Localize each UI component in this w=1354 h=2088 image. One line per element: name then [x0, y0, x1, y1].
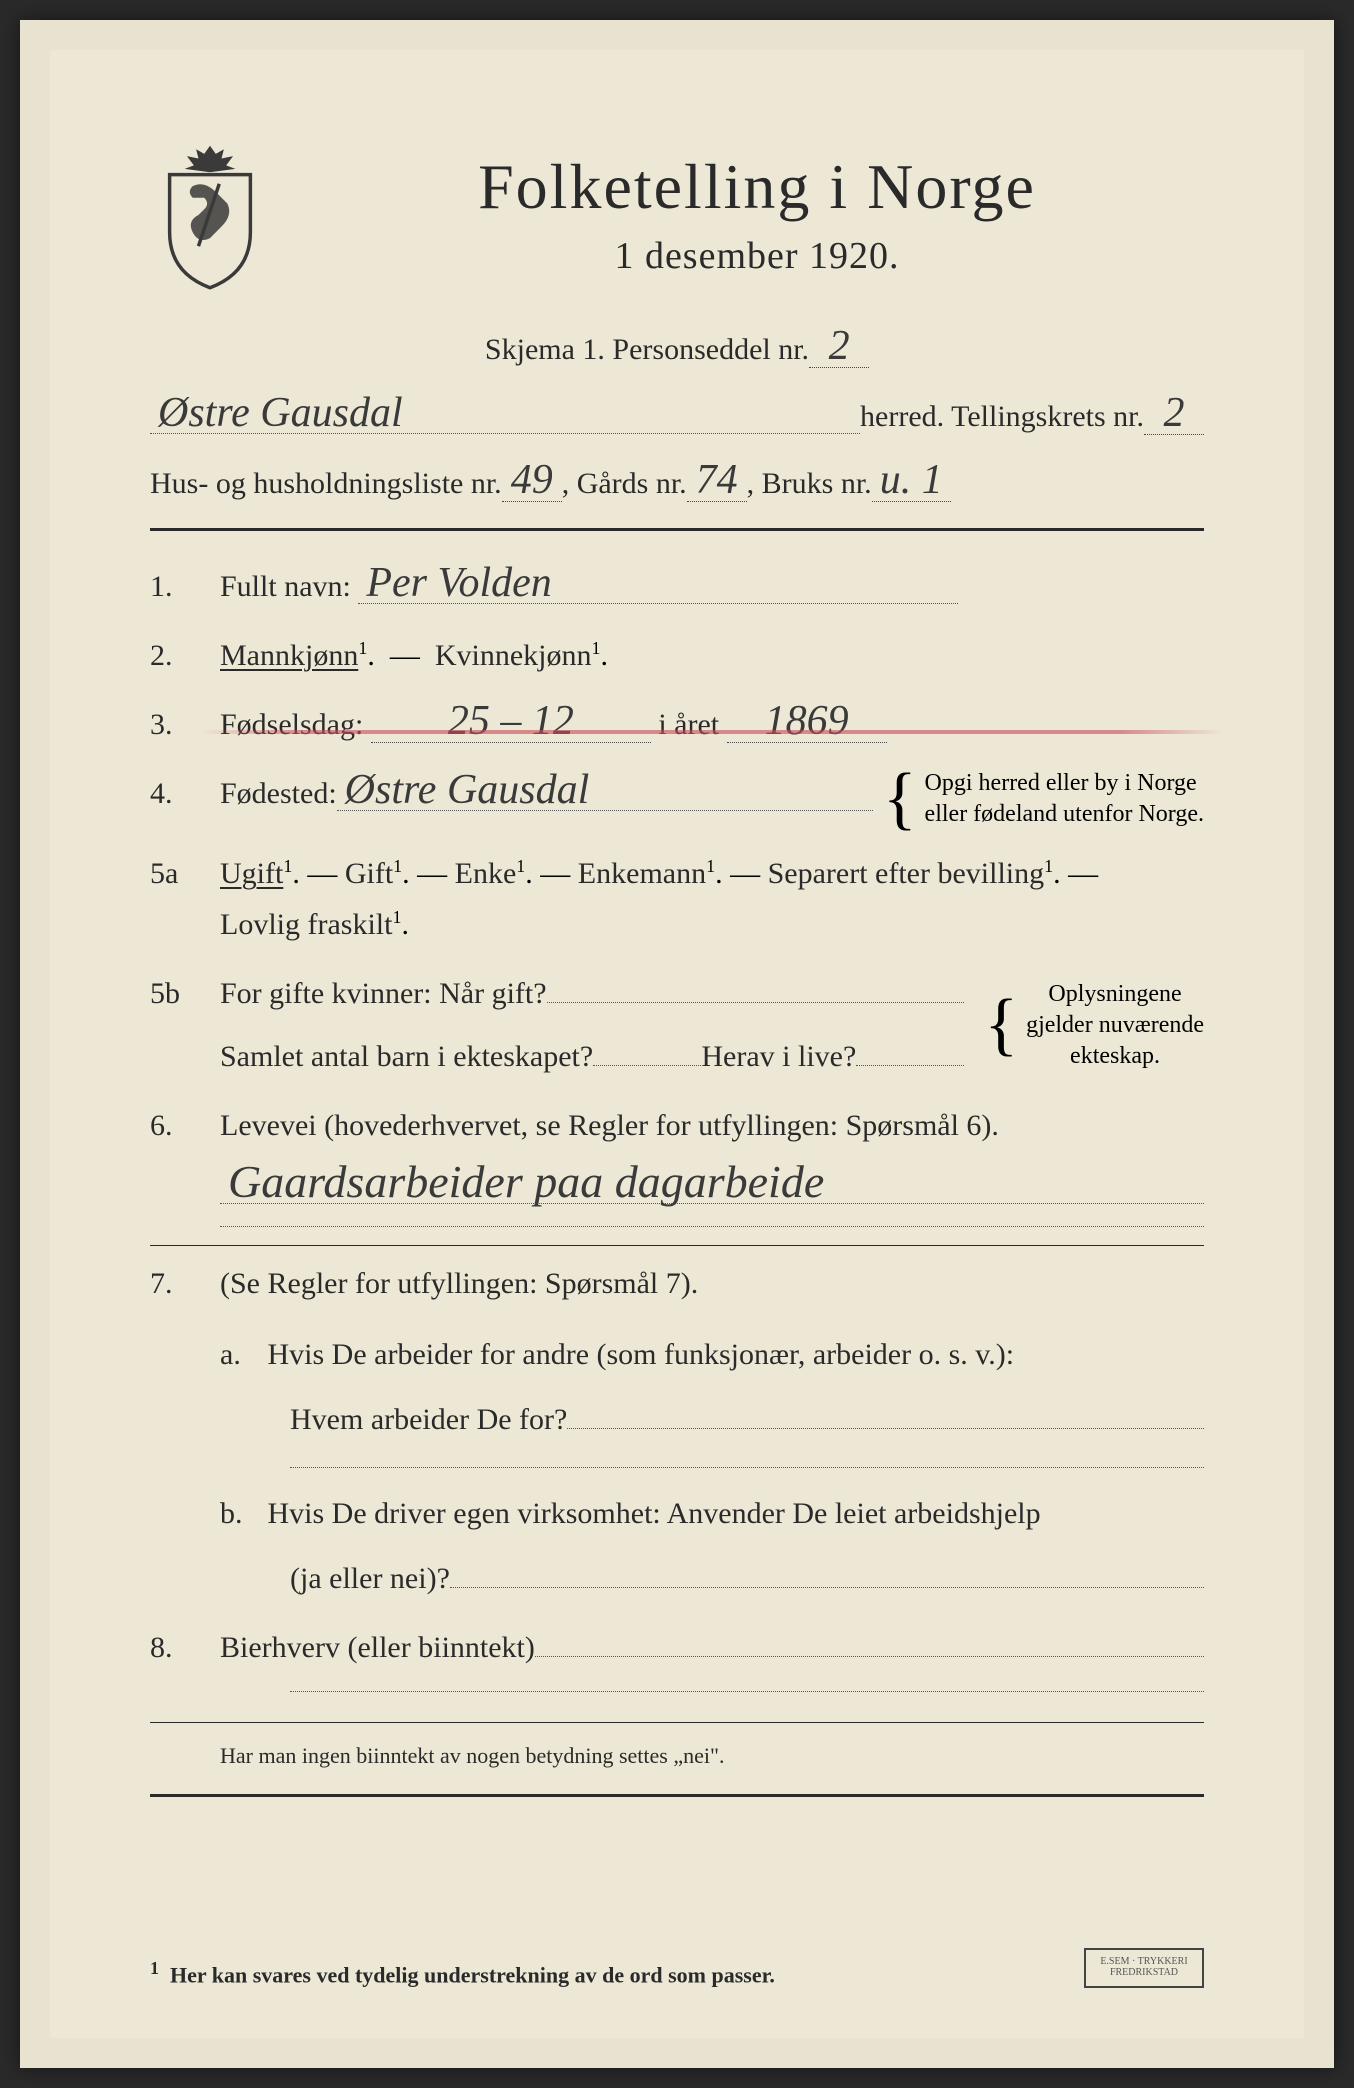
footnote-marker: 1: [150, 1958, 159, 1978]
footnote: 1 Her kan svares ved tydelig understrekn…: [150, 1958, 775, 1988]
line-hus: Hus- og husholdningsliste nr. 49 , Gårds…: [150, 459, 1204, 508]
q3-label-b: i året: [658, 708, 719, 741]
q2: 2. Mannkjønn1. — Kvinnekjønn1.: [150, 630, 1204, 681]
line-skjema: Skjema 1. Personseddel nr. 2: [150, 325, 1204, 374]
q5b-label-b: Samlet antal barn i ekteskapet?: [220, 1031, 593, 1082]
scan-page: Folketelling i Norge 1 desember 1920. Sk…: [20, 20, 1334, 2068]
q4-label: Fødested:: [220, 768, 337, 819]
q7b-value: [450, 1587, 1204, 1588]
label-herred: herred. Tellingskrets nr.: [860, 393, 1144, 441]
q7a-blank: [290, 1467, 1204, 1468]
q4-note-a: Opgi herred eller by i Norge: [925, 770, 1197, 796]
q5a-opt-enke: Enke: [455, 857, 517, 890]
divider: [150, 1722, 1204, 1723]
q5a-opt-ugift: Ugift: [220, 857, 283, 890]
q5a-num: 5a: [150, 857, 200, 891]
q7a-value: [567, 1428, 1204, 1429]
q6-blank-line: [220, 1226, 1204, 1227]
q4-value: Østre Gausdal: [337, 772, 873, 811]
q7a-label: Hvis De arbeider for andre (som funksjon…: [268, 1338, 1015, 1371]
divider: [150, 1794, 1204, 1797]
footer-note: Har man ingen biinntekt av nogen betydni…: [150, 1743, 1204, 1769]
q5a-opt-separert: Separert efter bevilling: [768, 857, 1045, 890]
label-bruks: , Bruks nr.: [747, 460, 872, 508]
q2-opt-mann: Mannkjønn: [220, 639, 358, 672]
q6-num: 6.: [150, 1109, 200, 1143]
q7-num: 7.: [150, 1267, 200, 1301]
coat-of-arms-icon: [150, 140, 270, 290]
q3-label-a: Fødselsdag:: [220, 708, 363, 741]
label-skjema: Skjema 1. Personseddel nr.: [485, 326, 809, 374]
q7: 7. (Se Regler for utfyllingen: Spørsmål …: [150, 1258, 1204, 1604]
header: Folketelling i Norge 1 desember 1920.: [150, 140, 1204, 290]
value-herred: Østre Gausdal: [150, 395, 860, 434]
q5b-note-b: gjelder nuværende: [1026, 1012, 1204, 1038]
value-gards: 74: [687, 459, 747, 502]
value-bruks: u. 1: [872, 459, 951, 502]
q7b-letter: b.: [220, 1488, 260, 1539]
q5b-value-c: [856, 1065, 964, 1066]
q5b-label-a: For gifte kvinner: Når gift?: [220, 968, 547, 1019]
line-herred: Østre Gausdal herred. Tellingskrets nr. …: [150, 392, 1204, 441]
q6-label: Levevei (hovederhvervet, se Regler for u…: [220, 1109, 999, 1142]
q8-label: Bierhverv (eller biinntekt): [220, 1622, 535, 1673]
q7b-label: Hvis De driver egen virksomhet: Anvender…: [268, 1497, 1041, 1530]
q6: 6. Levevei (hovederhvervet, se Regler fo…: [150, 1100, 1204, 1226]
q4: 4. Fødested: Østre Gausdal { Opgi herred…: [150, 768, 1204, 830]
title-block: Folketelling i Norge 1 desember 1920.: [310, 140, 1204, 278]
printer-stamp: E.SEM · TRYKKERIFREDRIKSTAD: [1084, 1948, 1204, 1988]
q8-value: [535, 1656, 1204, 1657]
q5a-opt-fraskilt: Lovlig fraskilt: [220, 908, 392, 941]
q1: 1. Fullt navn: Per Volden: [150, 561, 1204, 612]
q5a-opt-enkemann: Enkemann: [578, 857, 706, 890]
label-gards: , Gårds nr.: [562, 460, 687, 508]
q3-value-day: 25 – 12: [371, 700, 651, 743]
q5a-opt-gift: Gift: [345, 857, 393, 890]
q5b: 5b For gifte kvinner: Når gift? Samlet a…: [150, 968, 1204, 1082]
value-husliste: 49: [502, 459, 562, 502]
q4-num: 4.: [150, 777, 200, 811]
label-husliste: Hus- og husholdningsliste nr.: [150, 460, 502, 508]
page-subtitle: 1 desember 1920.: [310, 234, 1204, 278]
q6-value: Gaardsarbeider paa dagarbeide: [220, 1161, 1204, 1203]
q8-num: 8.: [150, 1631, 200, 1665]
q3-value-year: 1869: [727, 700, 887, 743]
value-tellingskrets: 2: [1144, 392, 1204, 435]
q3: 3. Fødselsdag: 25 – 12 i året 1869: [150, 699, 1204, 750]
q5b-value-b: [593, 1065, 701, 1066]
q3-num: 3.: [150, 708, 200, 742]
page-title: Folketelling i Norge: [310, 150, 1204, 224]
divider: [150, 1245, 1204, 1246]
q7a-letter: a.: [220, 1329, 260, 1380]
q5b-note-c: ekteskap.: [1070, 1043, 1160, 1069]
q4-note-b: eller fødeland utenfor Norge.: [925, 801, 1204, 827]
q5b-label-c: Herav i live?: [701, 1031, 856, 1082]
q4-note: { Opgi herred eller by i Norge eller fød…: [883, 768, 1204, 830]
q5b-note-a: Oplysningene: [1048, 981, 1181, 1007]
divider: [150, 528, 1204, 531]
q5b-note: { Oplysningene gjelder nuværende ekteska…: [984, 979, 1204, 1073]
q1-num: 1.: [150, 570, 200, 604]
q2-num: 2.: [150, 639, 200, 673]
footnote-text: Her kan svares ved tydelig understreknin…: [170, 1962, 775, 1987]
value-personseddel-nr: 2: [809, 325, 869, 368]
q1-label: Fullt navn:: [220, 570, 351, 603]
q8: 8. Bierhverv (eller biinntekt): [150, 1622, 1204, 1673]
q1-value: Per Volden: [358, 565, 958, 604]
q5b-value-a: [547, 1002, 965, 1003]
q2-opt-kvinne: Kvinnekjønn: [435, 639, 592, 672]
q8-blank: [290, 1691, 1204, 1692]
q7-label: (Se Regler for utfyllingen: Spørsmål 7).: [220, 1267, 698, 1300]
document-sheet: Folketelling i Norge 1 desember 1920. Sk…: [50, 50, 1304, 2038]
q7a-sub: Hvem arbeider De for?: [290, 1394, 567, 1445]
q5a: 5a Ugift1. — Gift1. — Enke1. — Enkemann1…: [150, 848, 1204, 950]
q7b-sub: (ja eller nei)?: [290, 1553, 450, 1604]
q5b-num: 5b: [150, 977, 200, 1011]
